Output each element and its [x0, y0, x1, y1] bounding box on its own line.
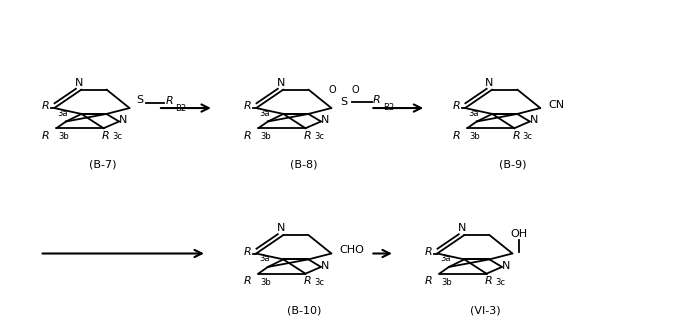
Text: R: R	[452, 131, 460, 141]
Text: R: R	[42, 101, 50, 111]
Text: N: N	[530, 115, 538, 125]
Text: 3b: 3b	[441, 278, 452, 287]
Text: 3c: 3c	[523, 132, 533, 141]
Text: R: R	[42, 131, 50, 141]
Text: N: N	[321, 115, 329, 125]
Text: 3a: 3a	[260, 109, 271, 118]
Text: N: N	[75, 78, 83, 88]
Text: R: R	[513, 131, 521, 141]
Text: R: R	[424, 276, 433, 286]
Text: S: S	[340, 97, 347, 107]
Text: CHO: CHO	[340, 245, 365, 255]
Text: 3a: 3a	[440, 254, 452, 263]
Text: 3c: 3c	[112, 132, 122, 141]
Text: 3c: 3c	[314, 278, 324, 287]
Text: 3c: 3c	[495, 278, 505, 287]
Text: 3b: 3b	[469, 132, 480, 141]
Text: 3b: 3b	[261, 278, 271, 287]
Text: R: R	[243, 131, 252, 141]
Text: (VI-3): (VI-3)	[470, 305, 500, 315]
Text: CN: CN	[549, 100, 565, 110]
Text: S: S	[136, 95, 143, 105]
Text: R: R	[304, 276, 312, 286]
Text: N: N	[276, 223, 284, 233]
Text: R: R	[373, 95, 381, 105]
Text: N: N	[502, 261, 510, 271]
Text: (B-9): (B-9)	[499, 160, 527, 170]
Text: N: N	[321, 261, 329, 271]
Text: OH: OH	[511, 229, 528, 239]
Text: N: N	[276, 78, 284, 88]
Text: (B-7): (B-7)	[89, 160, 116, 170]
Text: R: R	[424, 246, 433, 257]
Text: B2: B2	[175, 104, 187, 113]
Text: R: R	[452, 101, 460, 111]
Text: 3a: 3a	[58, 109, 69, 118]
Text: O: O	[352, 85, 359, 95]
Text: R: R	[243, 101, 252, 111]
Text: 3a: 3a	[260, 254, 271, 263]
Text: B2: B2	[383, 103, 394, 112]
Text: R: R	[304, 131, 312, 141]
Text: R: R	[243, 276, 252, 286]
Text: R: R	[102, 131, 110, 141]
Text: R: R	[243, 246, 252, 257]
Text: (B-8): (B-8)	[291, 160, 318, 170]
Text: O: O	[329, 85, 337, 95]
Text: (B-10): (B-10)	[287, 305, 322, 315]
Text: R: R	[485, 276, 493, 286]
Text: 3a: 3a	[468, 109, 479, 118]
Text: N: N	[485, 78, 493, 88]
Text: 3b: 3b	[261, 132, 271, 141]
Text: N: N	[457, 223, 466, 233]
Text: R: R	[166, 96, 173, 106]
Text: 3b: 3b	[59, 132, 69, 141]
Text: N: N	[119, 115, 127, 125]
Text: 3c: 3c	[314, 132, 324, 141]
